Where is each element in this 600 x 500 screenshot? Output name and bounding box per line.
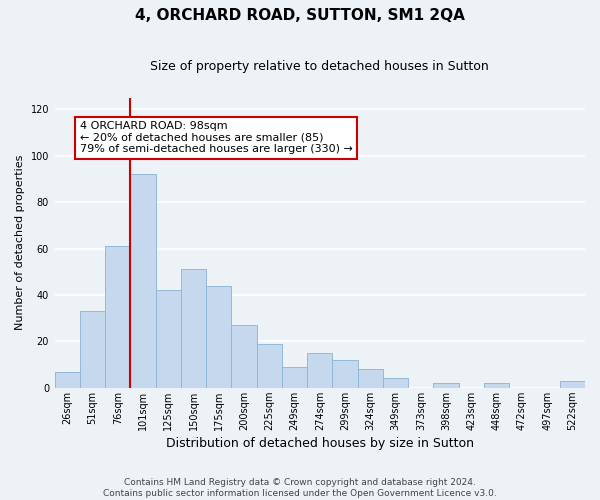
Bar: [358, 369, 383, 388]
Bar: [80, 311, 105, 388]
Bar: [55, 372, 80, 388]
Bar: [181, 270, 206, 388]
X-axis label: Distribution of detached houses by size in Sutton: Distribution of detached houses by size …: [166, 437, 474, 450]
Bar: [560, 381, 585, 388]
Bar: [206, 286, 232, 388]
Bar: [232, 325, 257, 388]
Text: 4 ORCHARD ROAD: 98sqm
← 20% of detached houses are smaller (85)
79% of semi-deta: 4 ORCHARD ROAD: 98sqm ← 20% of detached …: [80, 121, 353, 154]
Bar: [383, 378, 408, 388]
Bar: [433, 383, 459, 388]
Bar: [155, 290, 181, 388]
Bar: [307, 353, 332, 388]
Y-axis label: Number of detached properties: Number of detached properties: [15, 155, 25, 330]
Bar: [282, 367, 307, 388]
Bar: [105, 246, 130, 388]
Bar: [332, 360, 358, 388]
Text: 4, ORCHARD ROAD, SUTTON, SM1 2QA: 4, ORCHARD ROAD, SUTTON, SM1 2QA: [135, 8, 465, 22]
Title: Size of property relative to detached houses in Sutton: Size of property relative to detached ho…: [151, 60, 489, 73]
Bar: [130, 174, 155, 388]
Bar: [484, 383, 509, 388]
Bar: [257, 344, 282, 388]
Text: Contains HM Land Registry data © Crown copyright and database right 2024.
Contai: Contains HM Land Registry data © Crown c…: [103, 478, 497, 498]
